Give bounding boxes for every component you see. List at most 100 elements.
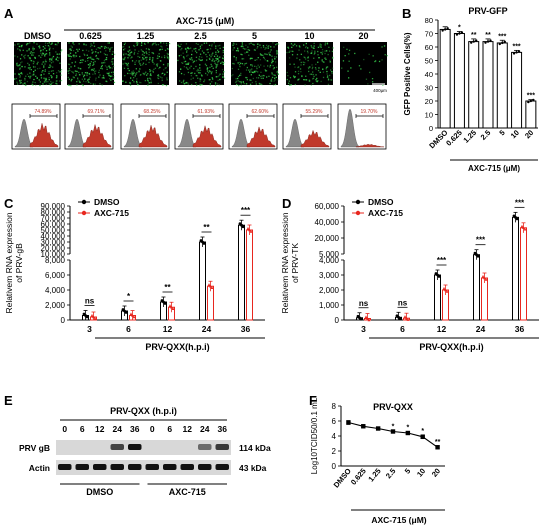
gfp-dot (159, 76, 162, 78)
gfp-dot (33, 48, 35, 50)
gfp-dot (70, 80, 72, 82)
gfp-dot (218, 84, 220, 86)
gfp-dot (93, 71, 96, 73)
gfp-dot (131, 72, 133, 74)
gfp-dot (127, 50, 129, 52)
gfp-dot (104, 62, 106, 64)
gfp-dot (75, 70, 77, 72)
gfp-dot (320, 80, 322, 83)
gfp-dot (217, 60, 220, 63)
gfp-dot (147, 80, 149, 82)
gfp-dot (275, 61, 277, 63)
gfp-dot (76, 81, 78, 83)
gfp-dot (16, 62, 18, 64)
gfp-dot (142, 72, 144, 74)
gfp-dot (147, 77, 149, 80)
gfp-dot (209, 79, 211, 81)
gfp-dot (39, 47, 41, 49)
data-point (375, 426, 381, 431)
gfp-dot (148, 49, 150, 51)
gfp-dot (303, 79, 305, 81)
flow-positive-peak (300, 129, 330, 148)
gfp-dot (59, 53, 61, 55)
y-tick-label: 60,000 (41, 220, 66, 229)
gfp-dot (268, 45, 270, 47)
gfp-dot (309, 73, 311, 75)
gfp-dot (139, 68, 141, 70)
gfp-dot (49, 84, 52, 86)
gfp-dot (31, 54, 33, 56)
gfp-dot (189, 58, 192, 61)
gfp-dot (245, 62, 248, 64)
gfp-dot (25, 75, 27, 77)
y-tick-label: 1,000 (319, 301, 340, 310)
gfp-dot (44, 44, 47, 47)
gfp-dot (205, 72, 207, 75)
gfp-dot (206, 68, 208, 70)
gfp-dot (168, 58, 170, 60)
data-point (403, 315, 407, 318)
gfp-dot (329, 74, 331, 77)
y-axis-label: Relativem RNA expression (4, 212, 14, 313)
gfp-dot (180, 81, 183, 84)
gfp-dot (81, 83, 83, 86)
gfp-dot (233, 47, 235, 49)
gfp-dot (294, 83, 296, 86)
gfp-dot (250, 74, 252, 76)
gfp-dot (263, 46, 265, 48)
data-point (124, 311, 128, 314)
gfp-dot (256, 43, 259, 45)
gfp-dot (199, 72, 201, 74)
lane-label: 12 (95, 424, 105, 434)
gfp-dot (223, 71, 225, 73)
gfp-dot (205, 42, 208, 44)
gfp-dot (293, 75, 295, 77)
gfp-dot (189, 67, 191, 69)
gfp-dot (51, 82, 53, 84)
gfp-dot (195, 82, 197, 84)
gfp-dot (19, 45, 21, 48)
gfp-dot (312, 47, 314, 49)
gfp-dot (273, 56, 276, 58)
gfp-dot (319, 43, 321, 45)
gfp-dot (327, 77, 330, 79)
y-tick-label: 80 (425, 16, 433, 25)
gfp-dot (329, 61, 331, 63)
gfp-dot (222, 75, 224, 77)
gfp-dot (326, 43, 329, 45)
data-point (441, 29, 444, 32)
gfp-dot (232, 42, 235, 44)
gfp-dot (313, 75, 315, 78)
gfp-dot (215, 59, 217, 62)
gfp-dot (215, 51, 217, 53)
gfp-dot (73, 77, 75, 79)
panel-letter-d: D (282, 196, 292, 211)
gfp-dot (89, 76, 91, 78)
gfp-dot (241, 58, 243, 60)
gfp-dot (291, 46, 293, 48)
flow-positive-peak (29, 123, 59, 148)
y-tick-label: 40,000 (315, 218, 340, 227)
blot-band (128, 464, 142, 470)
gfp-dot (289, 63, 291, 65)
y-tick-label: 30 (425, 84, 433, 93)
gfp-dot (237, 47, 239, 49)
gfp-dot (97, 52, 99, 54)
gfp-dot (80, 68, 82, 70)
gfp-dot (250, 64, 252, 66)
gfp-dot (383, 45, 386, 47)
gfp-dot (196, 70, 198, 72)
gfp-dot (275, 44, 277, 46)
gfp-dot (161, 46, 163, 48)
gfp-dot (111, 46, 113, 49)
gfp-dot (287, 47, 290, 49)
significance-label: ** (471, 32, 477, 39)
gfp-dot (32, 54, 34, 56)
gfp-dot (51, 77, 53, 79)
gfp-dot (92, 73, 94, 75)
gfp-dot (157, 74, 159, 77)
gfp-dot (294, 71, 297, 73)
gfp-dot (200, 78, 202, 81)
gfp-dot (310, 84, 312, 86)
